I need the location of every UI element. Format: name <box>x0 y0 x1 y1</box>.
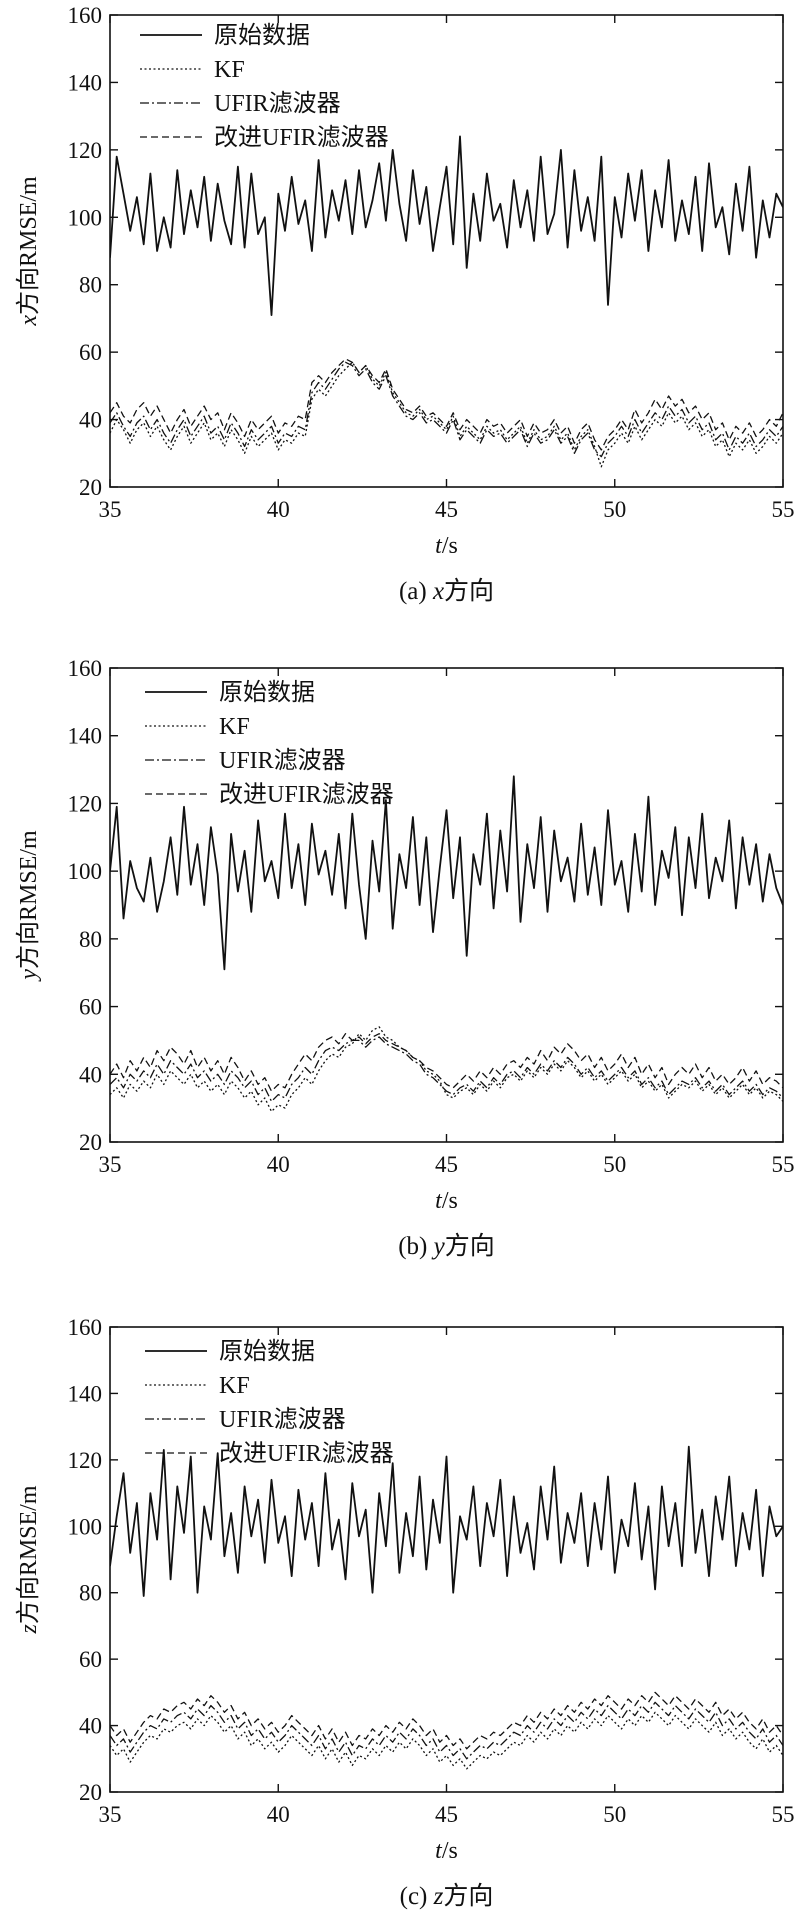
panel-caption: (c) z方向 <box>400 1882 494 1910</box>
x-tick-label: 55 <box>772 1802 795 1827</box>
legend-label: KF <box>219 1373 250 1399</box>
y-axis-var: x <box>16 315 42 327</box>
y-axis-unit: 方向RMSE/m <box>15 830 42 969</box>
series-line-0 <box>110 1445 783 1597</box>
plot-frame <box>109 14 784 488</box>
legend-label: 原始数据 <box>219 1338 315 1365</box>
y-tick-label: 100 <box>68 1514 103 1539</box>
y-tick-label: 140 <box>68 70 103 95</box>
legend-label: KF <box>214 57 245 83</box>
y-tick-label: 40 <box>79 1714 102 1739</box>
x-axis-unit: /s <box>442 533 458 559</box>
caption-suffix: 方向 <box>444 577 494 605</box>
series-line-2 <box>110 1701 783 1760</box>
x-tick-label: 40 <box>267 1152 290 1177</box>
caption-prefix: (a) <box>399 578 433 605</box>
y-axis-var: y <box>16 969 42 982</box>
panel-caption: (b) y方向 <box>398 1232 495 1260</box>
series-line-3 <box>110 358 783 451</box>
x-tick-label: 50 <box>603 1802 626 1827</box>
x-axis-var: t <box>435 1838 443 1864</box>
legend-label: 原始数据 <box>219 679 315 706</box>
caption-var: y <box>431 1233 446 1260</box>
x-tick-label: 45 <box>435 1802 458 1827</box>
series-line-1 <box>110 1026 783 1113</box>
panel-caption: (a) x方向 <box>399 577 494 605</box>
x-tick-label: 35 <box>99 497 122 522</box>
y-tick-label: 60 <box>79 995 102 1020</box>
caption-suffix: 方向 <box>443 1882 493 1910</box>
series-line-2 <box>110 361 783 458</box>
y-tick-label: 160 <box>68 656 103 681</box>
y-tick-label: 100 <box>68 205 103 230</box>
series-line-1 <box>110 1711 783 1770</box>
y-tick-label: 80 <box>79 927 102 952</box>
y-tick-label: 80 <box>79 1581 102 1606</box>
x-axis-label: t/s <box>435 1188 458 1214</box>
y-tick-label: 20 <box>79 1130 102 1155</box>
y-tick-label: 160 <box>68 1315 103 1340</box>
x-axis-unit: /s <box>442 1188 458 1214</box>
series-line-0 <box>110 135 783 317</box>
series-line-3 <box>110 1691 783 1750</box>
series-line-2 <box>110 1036 783 1103</box>
series-line-0 <box>110 775 783 971</box>
x-tick-label: 40 <box>267 497 290 522</box>
y-axis-label: y方向RMSE/m <box>15 830 42 982</box>
y-tick-label: 60 <box>79 340 102 365</box>
x-tick-label: 50 <box>603 1152 626 1177</box>
x-tick-label: 55 <box>772 1152 795 1177</box>
caption-suffix: 方向 <box>445 1232 495 1260</box>
x-tick-label: 35 <box>99 1802 122 1827</box>
x-axis-var: t <box>435 533 443 559</box>
caption-prefix: (b) <box>398 1233 433 1260</box>
y-axis-var: z <box>16 1624 42 1635</box>
series-line-1 <box>110 361 783 468</box>
y-axis-unit: 方向RMSE/m <box>15 176 42 315</box>
x-tick-label: 35 <box>99 1152 122 1177</box>
legend-label: 改进UFIR滤波器 <box>214 124 389 151</box>
legend-label: UFIR滤波器 <box>219 1406 346 1433</box>
y-tick-label: 60 <box>79 1647 102 1672</box>
caption-var: z <box>433 1883 444 1910</box>
x-axis-unit: /s <box>442 1838 458 1864</box>
y-tick-label: 120 <box>68 1448 103 1473</box>
x-axis-label: t/s <box>435 1838 458 1864</box>
x-axis-label: t/s <box>435 533 458 559</box>
legend-label: KF <box>219 714 250 740</box>
y-axis-label: z方向RMSE/m <box>15 1485 42 1634</box>
y-tick-label: 20 <box>79 475 102 500</box>
legend-label: UFIR滤波器 <box>214 90 341 117</box>
x-tick-label: 40 <box>267 1802 290 1827</box>
y-axis-unit: 方向RMSE/m <box>15 1485 42 1624</box>
y-tick-label: 140 <box>68 724 103 749</box>
x-tick-label: 45 <box>435 1152 458 1177</box>
y-tick-label: 40 <box>79 1062 102 1087</box>
y-tick-label: 20 <box>79 1780 102 1805</box>
series-line-3 <box>110 1033 783 1092</box>
y-tick-label: 40 <box>79 408 102 433</box>
y-axis-label: x方向RMSE/m <box>15 176 42 327</box>
y-tick-label: 100 <box>68 859 103 884</box>
legend-label: UFIR滤波器 <box>219 747 346 774</box>
legend-label: 改进UFIR滤波器 <box>219 781 394 808</box>
x-tick-label: 50 <box>603 497 626 522</box>
legend-label: 改进UFIR滤波器 <box>219 1440 394 1467</box>
x-tick-label: 45 <box>435 497 458 522</box>
y-tick-label: 140 <box>68 1381 103 1406</box>
legend-label: 原始数据 <box>214 22 310 49</box>
y-tick-label: 120 <box>68 138 103 163</box>
caption-var: x <box>432 578 444 605</box>
x-axis-var: t <box>435 1188 443 1214</box>
y-tick-label: 80 <box>79 273 102 298</box>
y-tick-label: 160 <box>68 3 103 28</box>
caption-prefix: (c) <box>400 1883 434 1910</box>
x-tick-label: 55 <box>772 497 795 522</box>
y-tick-label: 120 <box>68 791 103 816</box>
